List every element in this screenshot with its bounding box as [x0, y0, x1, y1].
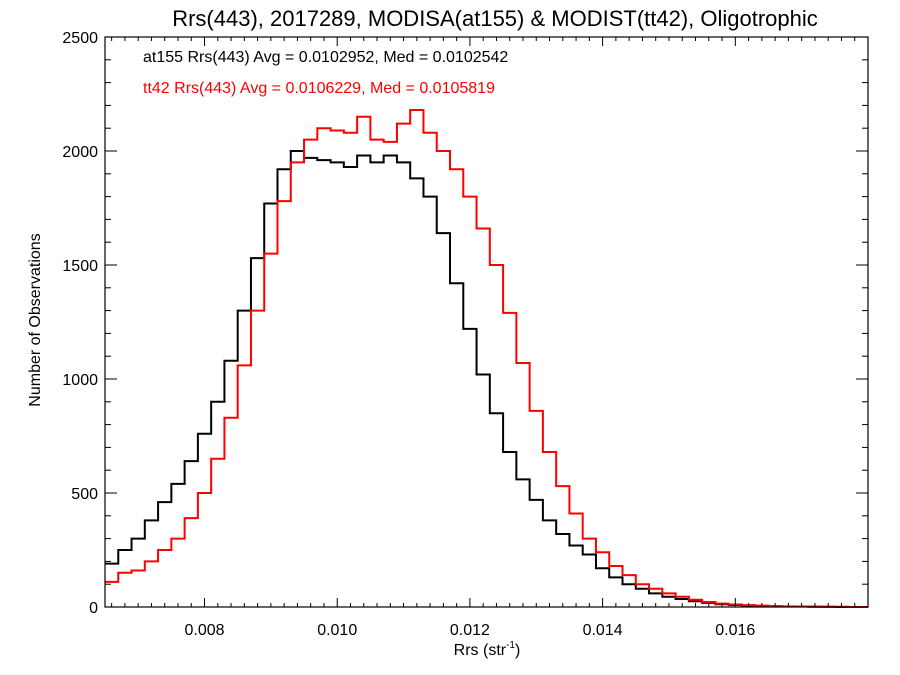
x-tick-label: 0.008 [184, 622, 224, 639]
y-axis-label: Number of Observations [27, 233, 44, 406]
y-tick-label: 1000 [62, 372, 98, 389]
chart-title: Rrs(443), 2017289, MODISA(at155) & MODIS… [172, 6, 818, 31]
x-tick-label: 0.012 [450, 622, 490, 639]
y-tick-label: 2000 [62, 144, 98, 161]
series-at155-line [105, 150, 868, 608]
annotation-at155: at155 Rrs(443) Avg = 0.0102952, Med = 0.… [143, 49, 508, 66]
y-tick-label: 1500 [62, 258, 98, 275]
x-tick-label: 0.010 [317, 622, 357, 639]
x-axis-label-sup: -1 [506, 640, 515, 651]
y-tick-label: 2500 [62, 30, 98, 47]
annotation-tt42: tt42 Rrs(443) Avg = 0.0106229, Med = 0.0… [143, 80, 495, 97]
ticks-layer: 0.008 0.010 0.012 0.014 0.016 0 500 1000 1500 200… [62, 30, 868, 639]
y-tick-label: 500 [71, 486, 98, 503]
x-axis-label-main: Rrs (str [454, 642, 507, 659]
series-tt42-line [105, 108, 868, 608]
x-tick-label: 0.014 [583, 622, 623, 639]
y-tick-label: 0 [89, 600, 98, 617]
plot-frame [104, 36, 869, 608]
x-axis-label: Rrs (str-1) [454, 640, 521, 659]
x-axis-label-close: ) [515, 642, 520, 659]
x-tick-label: 0.016 [715, 622, 755, 639]
series-layer [105, 108, 868, 608]
